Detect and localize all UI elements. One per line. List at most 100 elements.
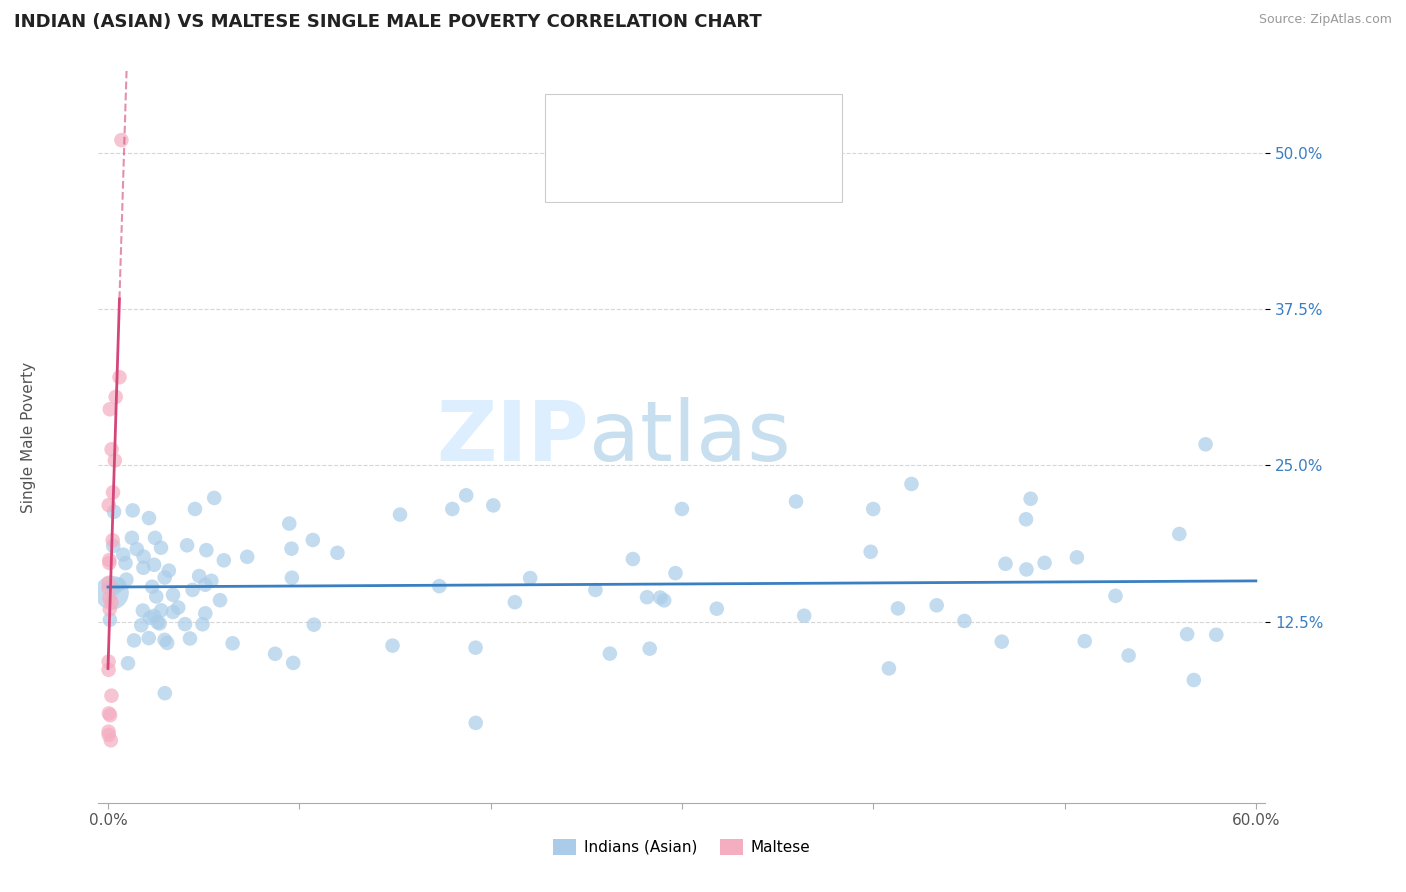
Point [157,564,180,578]
Point [97,724,120,739]
Point [101,533,124,548]
Point [636,591,658,605]
Point [150,541,173,555]
Point [97,706,120,721]
Point [103,505,125,519]
Point [236,549,259,564]
Point [112,548,135,562]
Point [793,608,815,623]
Point [195,543,218,558]
Point [283,656,305,670]
Point [121,531,143,545]
Point [162,605,184,619]
Point [100,595,122,609]
Point [664,566,686,581]
Point [132,603,155,617]
Point [100,733,122,747]
Point [1073,634,1095,648]
Point [1104,589,1126,603]
Point [281,571,304,585]
Point [104,390,127,404]
Point [176,538,198,552]
Point [184,502,207,516]
Point [129,618,152,632]
Point [1066,550,1088,565]
Point [877,661,900,675]
Point [427,579,450,593]
Point [194,578,217,592]
Point [464,640,486,655]
Point [121,503,143,517]
Point [100,442,122,457]
Point [1033,556,1056,570]
Point [101,485,124,500]
Point [862,502,884,516]
Point [1205,628,1227,642]
Point [98,402,121,417]
Point [117,656,139,670]
Point [280,541,302,556]
Point [181,582,204,597]
Point [138,631,160,645]
Text: atlas: atlas [589,397,790,477]
Point [1015,512,1038,526]
Point [389,508,412,522]
Text: ZIP: ZIP [436,397,589,477]
Point [139,611,162,625]
Point [1194,437,1216,451]
Point [583,582,606,597]
Point [100,689,122,703]
Point [456,488,478,502]
Point [97,655,120,669]
Point [125,542,148,557]
Point [167,600,190,615]
Point [149,616,172,631]
Point [990,634,1012,648]
Point [108,370,131,384]
Point [621,552,644,566]
Point [1019,491,1042,506]
Point [179,632,201,646]
Point [652,593,675,607]
Point [98,613,121,627]
Point [381,639,404,653]
Point [98,553,121,567]
Point [162,588,184,602]
Point [153,686,176,700]
Text: INDIAN (ASIAN) VS MALTESE SINGLE MALE POVERTY CORRELATION CHART: INDIAN (ASIAN) VS MALTESE SINGLE MALE PO… [14,13,762,31]
Point [1118,648,1140,663]
Point [200,574,222,588]
Point [221,636,243,650]
Point [103,582,125,596]
Point [97,575,120,590]
Point [326,546,349,560]
Point [519,571,541,585]
Point [101,586,124,600]
Point [98,556,121,570]
Point [97,663,120,677]
Point [132,549,155,564]
Point [1168,527,1191,541]
Point [650,591,672,605]
Point [264,647,287,661]
Point [156,636,179,650]
Point [188,569,211,583]
Point [482,499,505,513]
Point [146,615,169,630]
Point [208,593,231,607]
Point [900,477,922,491]
Point [174,617,197,632]
Point [138,511,160,525]
Point [141,580,163,594]
Point [122,633,145,648]
Point [302,617,325,632]
Point [1175,627,1198,641]
Point [191,617,214,632]
Point [301,533,323,547]
Point [638,641,661,656]
Point [212,553,235,567]
Point [143,608,166,623]
Point [98,708,121,723]
Point [153,570,176,584]
Point [110,133,132,147]
